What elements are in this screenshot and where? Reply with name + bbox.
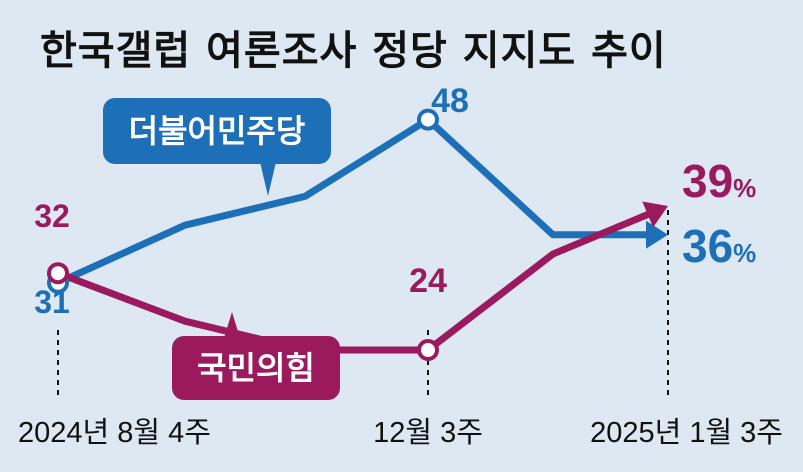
end-value-label-unit: % [733, 173, 756, 203]
x-tick-label: 2025년 1월 3주 [590, 416, 783, 449]
value-label: 32 [34, 198, 70, 234]
x-tick-label: 12월 3주 [373, 416, 483, 449]
value-label: 48 [431, 82, 469, 120]
people-power-party-arrow-head [642, 201, 668, 228]
x-tick-label: 2024년 8월 4주 [18, 416, 211, 449]
democratic-party-label: 더불어민주당 [129, 112, 306, 150]
end-value-label: 39% [682, 155, 756, 207]
people-power-party-line [54, 210, 652, 354]
democratic-party-arrow-head [646, 220, 668, 249]
democratic-party-label-box [103, 98, 331, 164]
value-label: 24 [409, 262, 447, 300]
people-power-party-label-box [172, 336, 340, 400]
people-power-party-label: 국민의힘 [197, 349, 315, 387]
democratic-party-label-pointer [260, 162, 276, 196]
chart-title: 한국갤럽 여론조사 정당 지지도 추이 [40, 28, 667, 74]
people-power-party-marker [417, 339, 439, 361]
end-value-label-unit: % [733, 238, 756, 268]
value-label: 31 [34, 284, 70, 320]
people-power-party-marker [47, 262, 69, 285]
people-power-party-label-pointer [224, 312, 240, 338]
democratic-party-marker [417, 108, 439, 131]
end-value-label: 36% [682, 220, 756, 272]
democratic-party-line [54, 116, 650, 287]
